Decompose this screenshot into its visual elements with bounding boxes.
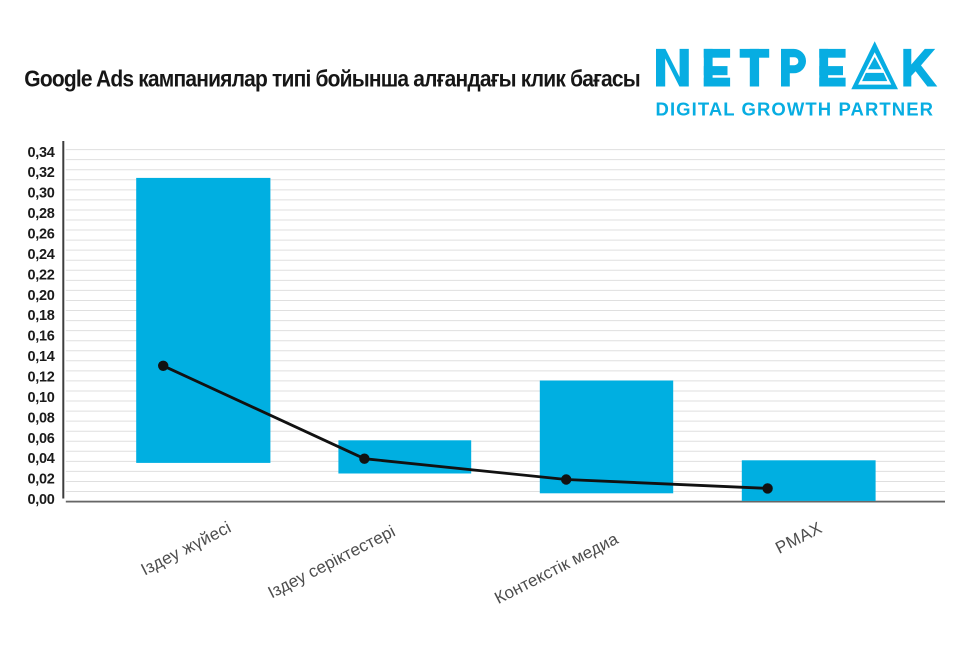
svg-text:0,24: 0,24 — [27, 247, 54, 263]
svg-text:0,14: 0,14 — [27, 349, 54, 365]
svg-text:0,28: 0,28 — [27, 206, 54, 222]
svg-text:0,06: 0,06 — [27, 431, 54, 447]
svg-text:0,12: 0,12 — [27, 370, 54, 386]
svg-text:0,30: 0,30 — [27, 186, 54, 202]
svg-text:0,04: 0,04 — [27, 451, 54, 467]
svg-text:0,20: 0,20 — [27, 288, 54, 304]
svg-text:Контекстік медиа: Контекстік медиа — [491, 529, 621, 608]
svg-text:Google Ads кампаниялар типі бо: Google Ads кампаниялар типі бойынша алға… — [24, 66, 640, 92]
svg-text:Іздеу жүйесі: Іздеу жүйесі — [138, 518, 235, 580]
svg-text:0,32: 0,32 — [27, 165, 54, 181]
svg-text:0,18: 0,18 — [27, 308, 54, 324]
svg-text:0,22: 0,22 — [27, 267, 54, 283]
svg-text:0,16: 0,16 — [27, 329, 54, 345]
svg-text:0,26: 0,26 — [27, 227, 54, 243]
svg-text:DIGITAL GROWTH PARTNER: DIGITAL GROWTH PARTNER — [656, 99, 934, 120]
svg-text:0,00: 0,00 — [27, 492, 54, 508]
svg-text:0,02: 0,02 — [27, 472, 54, 488]
svg-text:0,34: 0,34 — [27, 145, 54, 161]
svg-text:Іздеу серіктестері: Іздеу серіктестері — [265, 522, 398, 603]
svg-text:0,08: 0,08 — [27, 410, 54, 426]
svg-text:0,10: 0,10 — [27, 390, 54, 406]
svg-text:PMAX: PMAX — [772, 518, 825, 558]
